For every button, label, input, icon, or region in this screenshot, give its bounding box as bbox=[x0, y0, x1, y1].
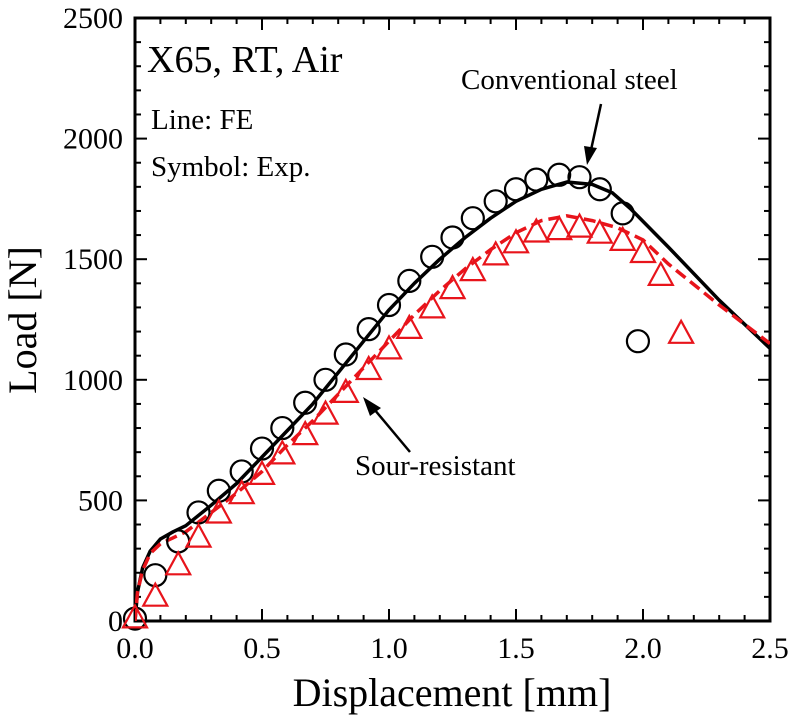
sour-resistant-point bbox=[646, 260, 675, 286]
sour-resistant-point bbox=[629, 237, 657, 264]
conventional-steel-point bbox=[376, 292, 402, 318]
conventional-steel-label: Conventional steel bbox=[461, 64, 678, 96]
sour-resistant-point bbox=[291, 419, 320, 446]
sour-resistant-point bbox=[565, 212, 594, 238]
sour-resistant-point bbox=[227, 478, 256, 505]
conventional-steel-point bbox=[483, 189, 508, 214]
x-axis-title: Displacement [mm] bbox=[293, 670, 612, 715]
conventional-steel-point bbox=[440, 225, 465, 250]
conventional-steel-point bbox=[356, 317, 381, 342]
sour-resistant-point bbox=[184, 522, 213, 548]
conventional-steel-point bbox=[547, 162, 572, 187]
conventional-steel-point bbox=[270, 415, 295, 441]
sour-resistant-point bbox=[667, 318, 695, 344]
conventional-steel-point bbox=[587, 177, 612, 202]
sour-resistant-point bbox=[164, 550, 193, 576]
sour-resistant-point bbox=[608, 225, 637, 251]
y-tick-label: 0 bbox=[108, 605, 123, 638]
x-tick-label: 2.5 bbox=[751, 632, 789, 665]
sour-resistant-point bbox=[522, 217, 551, 243]
sour-resistant-point bbox=[585, 218, 614, 244]
x-tick-label: 1.5 bbox=[497, 632, 535, 665]
conventional-arrow bbox=[584, 103, 603, 165]
sour-resistant-point bbox=[248, 459, 276, 485]
sour-resistant-point bbox=[268, 439, 297, 465]
line-note: Line: FE bbox=[151, 104, 253, 136]
conventional-steel-point bbox=[293, 390, 318, 415]
sour-resistant-point bbox=[395, 313, 424, 339]
sour-resistant-point bbox=[204, 498, 233, 524]
sour-resistant-point bbox=[458, 255, 487, 282]
conventional-steel-point bbox=[503, 177, 529, 202]
x-tick-label: 0.0 bbox=[116, 632, 154, 665]
x-tick-label: 2.0 bbox=[624, 632, 662, 665]
y-tick-labels: 0 500 1000 1500 2000 2500 bbox=[63, 2, 123, 638]
conventional-steel-point bbox=[249, 436, 275, 461]
sour-resistant-point bbox=[121, 603, 149, 629]
y-tick-label: 2000 bbox=[63, 123, 123, 156]
sour-resistant-point bbox=[502, 228, 530, 254]
sour-arrow bbox=[363, 397, 411, 453]
sour-resistant-point bbox=[481, 240, 510, 266]
y-tick-label: 2500 bbox=[63, 2, 123, 35]
sour-resistant-point bbox=[545, 214, 574, 241]
sour-resistant-point bbox=[354, 354, 383, 381]
conventional-steel-point bbox=[420, 244, 445, 269]
conventional-steel-point bbox=[313, 367, 338, 392]
sour-resistant-point bbox=[375, 334, 403, 360]
x-tick-label: 1.0 bbox=[370, 632, 408, 665]
axis-ticks bbox=[134, 17, 771, 622]
experiment-markers bbox=[121, 162, 695, 631]
conventional-steel-point bbox=[397, 268, 422, 294]
sour-resistant-label: Sour-resistant bbox=[355, 450, 516, 482]
sour-resistant-point bbox=[141, 581, 170, 607]
y-tick-label: 1000 bbox=[63, 364, 123, 397]
conventional-steel-point bbox=[524, 167, 549, 192]
conventional-steel-fe-line bbox=[135, 180, 770, 621]
sour-resistant-point bbox=[438, 273, 467, 300]
sour-resistant-point bbox=[331, 377, 360, 403]
x-tick-labels: 0.0 0.5 1.0 1.5 2.0 2.5 bbox=[116, 632, 789, 665]
plot-frame bbox=[133, 16, 772, 623]
y-tick-label: 1500 bbox=[63, 243, 123, 276]
conventional-steel-point bbox=[460, 206, 485, 231]
sour-resistant-point bbox=[311, 399, 340, 425]
conventional-steel-point bbox=[567, 165, 592, 190]
x-tick-label: 0.5 bbox=[243, 632, 281, 665]
conventional-steel-point bbox=[610, 201, 635, 226]
sour-resistant-point bbox=[418, 293, 447, 319]
chart-title: X65, RT, Air bbox=[147, 39, 343, 81]
y-axis-title: Load [N] bbox=[0, 246, 45, 394]
conventional-steel-point bbox=[625, 329, 651, 354]
symbol-note: Symbol: Exp. bbox=[151, 151, 311, 183]
y-tick-label: 500 bbox=[78, 484, 123, 517]
conventional-steel-point bbox=[166, 529, 191, 554]
conventional-steel-point bbox=[333, 342, 358, 367]
